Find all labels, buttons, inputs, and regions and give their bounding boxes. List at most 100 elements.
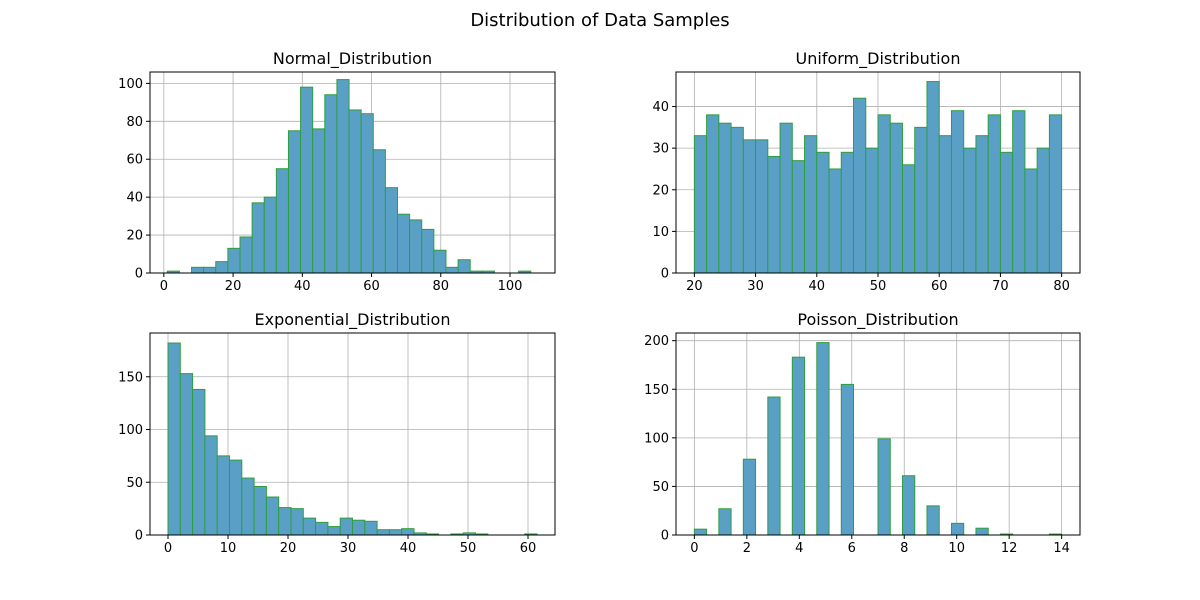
x-tick-label: 0 xyxy=(164,541,172,556)
x-tick-label: 30 xyxy=(340,541,357,556)
histogram-bar xyxy=(767,155,781,274)
x-tick-label: 50 xyxy=(460,541,477,556)
x-tick-label: 0 xyxy=(160,279,168,294)
histogram-bar xyxy=(987,114,1001,274)
histogram-bar xyxy=(1048,114,1063,274)
histogram-bar xyxy=(730,126,744,274)
x-tick-label: 80 xyxy=(432,279,449,294)
histogram-bar xyxy=(409,219,423,274)
y-tick-label: 80 xyxy=(126,115,143,130)
histogram-bar xyxy=(433,249,447,274)
y-tick-label: 0 xyxy=(661,529,669,544)
histogram-bar xyxy=(167,342,181,536)
histogram-bar xyxy=(926,81,940,274)
y-tick-label: 0 xyxy=(661,267,669,282)
histogram-bar xyxy=(1012,110,1026,274)
histogram-bar xyxy=(901,164,916,274)
histogram-bar xyxy=(718,508,732,536)
subplot-title: Exponential_Distribution xyxy=(255,310,451,330)
y-tick-label: 40 xyxy=(126,191,143,206)
histogram-bar xyxy=(278,507,292,536)
subplot-3: 0 10 20 30 40 50 60 0 50 100 150 Exponential_Distri… xyxy=(118,310,556,556)
histogram-bar xyxy=(290,508,304,536)
histogram-bar xyxy=(327,526,341,536)
x-tick-label: 60 xyxy=(363,279,380,294)
histogram-bar xyxy=(791,160,806,274)
histogram-bar xyxy=(853,97,867,274)
histogram-bar xyxy=(253,485,267,536)
histogram-bar xyxy=(963,147,977,274)
histogram-bar xyxy=(816,342,830,536)
histogram-bar xyxy=(372,149,386,274)
histogram-bar xyxy=(445,266,459,274)
histogram-bar xyxy=(457,259,471,274)
histogram-bar xyxy=(360,113,374,274)
histogram-bar xyxy=(791,356,806,536)
histogram-bar xyxy=(300,86,314,274)
histogram-bar xyxy=(840,383,855,536)
axes-frame xyxy=(149,71,556,274)
x-tick-label: 2 xyxy=(743,541,751,556)
histogram-bar xyxy=(229,459,243,536)
x-tick-label: 30 xyxy=(747,279,764,294)
histogram-bar xyxy=(828,168,842,274)
y-tick-label: 50 xyxy=(126,476,143,491)
subplot-1: 0 20 40 60 80 100 0 20 40 60 80 100 Normal_Distribut… xyxy=(118,49,556,294)
x-tick-label: 10 xyxy=(948,541,965,556)
histogram-bar xyxy=(926,505,940,536)
y-tick-label: 100 xyxy=(118,77,143,92)
x-tick-label: 14 xyxy=(1053,541,1070,556)
x-tick-label: 20 xyxy=(686,279,703,294)
histogram-bar xyxy=(251,202,265,274)
y-tick-label: 20 xyxy=(126,229,143,244)
histogram-bar xyxy=(718,122,732,274)
x-tick-label: 80 xyxy=(1053,279,1070,294)
y-tick-label: 150 xyxy=(118,370,143,385)
histogram-bar xyxy=(388,529,403,536)
histogram-bar xyxy=(938,135,952,274)
histogram-bar xyxy=(401,528,415,536)
histogram-bar xyxy=(324,94,338,274)
x-tick-label: 8 xyxy=(900,541,908,556)
x-tick-label: 4 xyxy=(795,541,803,556)
histogram-bar xyxy=(1036,147,1050,274)
subplot-title: Uniform_Distribution xyxy=(796,49,961,69)
x-tick-label: 0 xyxy=(690,541,698,556)
histogram-bar xyxy=(755,139,769,274)
histogram-bar xyxy=(950,522,965,536)
histogram-bar xyxy=(877,438,891,536)
histogram-bar xyxy=(179,373,194,536)
x-tick-label: 40 xyxy=(400,541,417,556)
y-tick-label: 0 xyxy=(135,267,143,282)
histogram-bar xyxy=(215,261,229,274)
y-tick-label: 60 xyxy=(126,153,143,168)
histogram-bar xyxy=(275,168,289,274)
histogram-bar xyxy=(352,519,366,536)
histogram-bar xyxy=(742,139,757,274)
histogram-bar xyxy=(397,213,411,274)
subplot-title: Poisson_Distribution xyxy=(797,310,958,330)
y-tick-label: 10 xyxy=(652,225,669,240)
histogram-bar xyxy=(901,475,916,536)
x-tick-label: 70 xyxy=(992,279,1009,294)
axes-frame xyxy=(675,332,1081,536)
x-tick-label: 40 xyxy=(809,279,826,294)
x-tick-label: 60 xyxy=(931,279,948,294)
subplot-title: Normal_Distribution xyxy=(273,49,432,69)
histogram-bar xyxy=(265,496,280,536)
subplot-2: 20 30 40 50 60 70 80 0 10 20 30 40 Uniform_Distribut… xyxy=(652,49,1081,294)
y-tick-label: 100 xyxy=(644,431,669,446)
x-tick-label: 10 xyxy=(220,541,237,556)
y-tick-label: 50 xyxy=(652,480,669,495)
histogram-bar xyxy=(239,236,253,274)
histogram-bar xyxy=(287,130,302,274)
y-tick-label: 100 xyxy=(118,423,143,438)
histogram-bar xyxy=(339,517,354,536)
x-tick-label: 50 xyxy=(870,279,887,294)
histogram-bar xyxy=(779,122,793,274)
y-tick-label: 40 xyxy=(652,100,669,115)
histogram-bar xyxy=(767,396,781,536)
histogram-bar xyxy=(975,135,989,274)
